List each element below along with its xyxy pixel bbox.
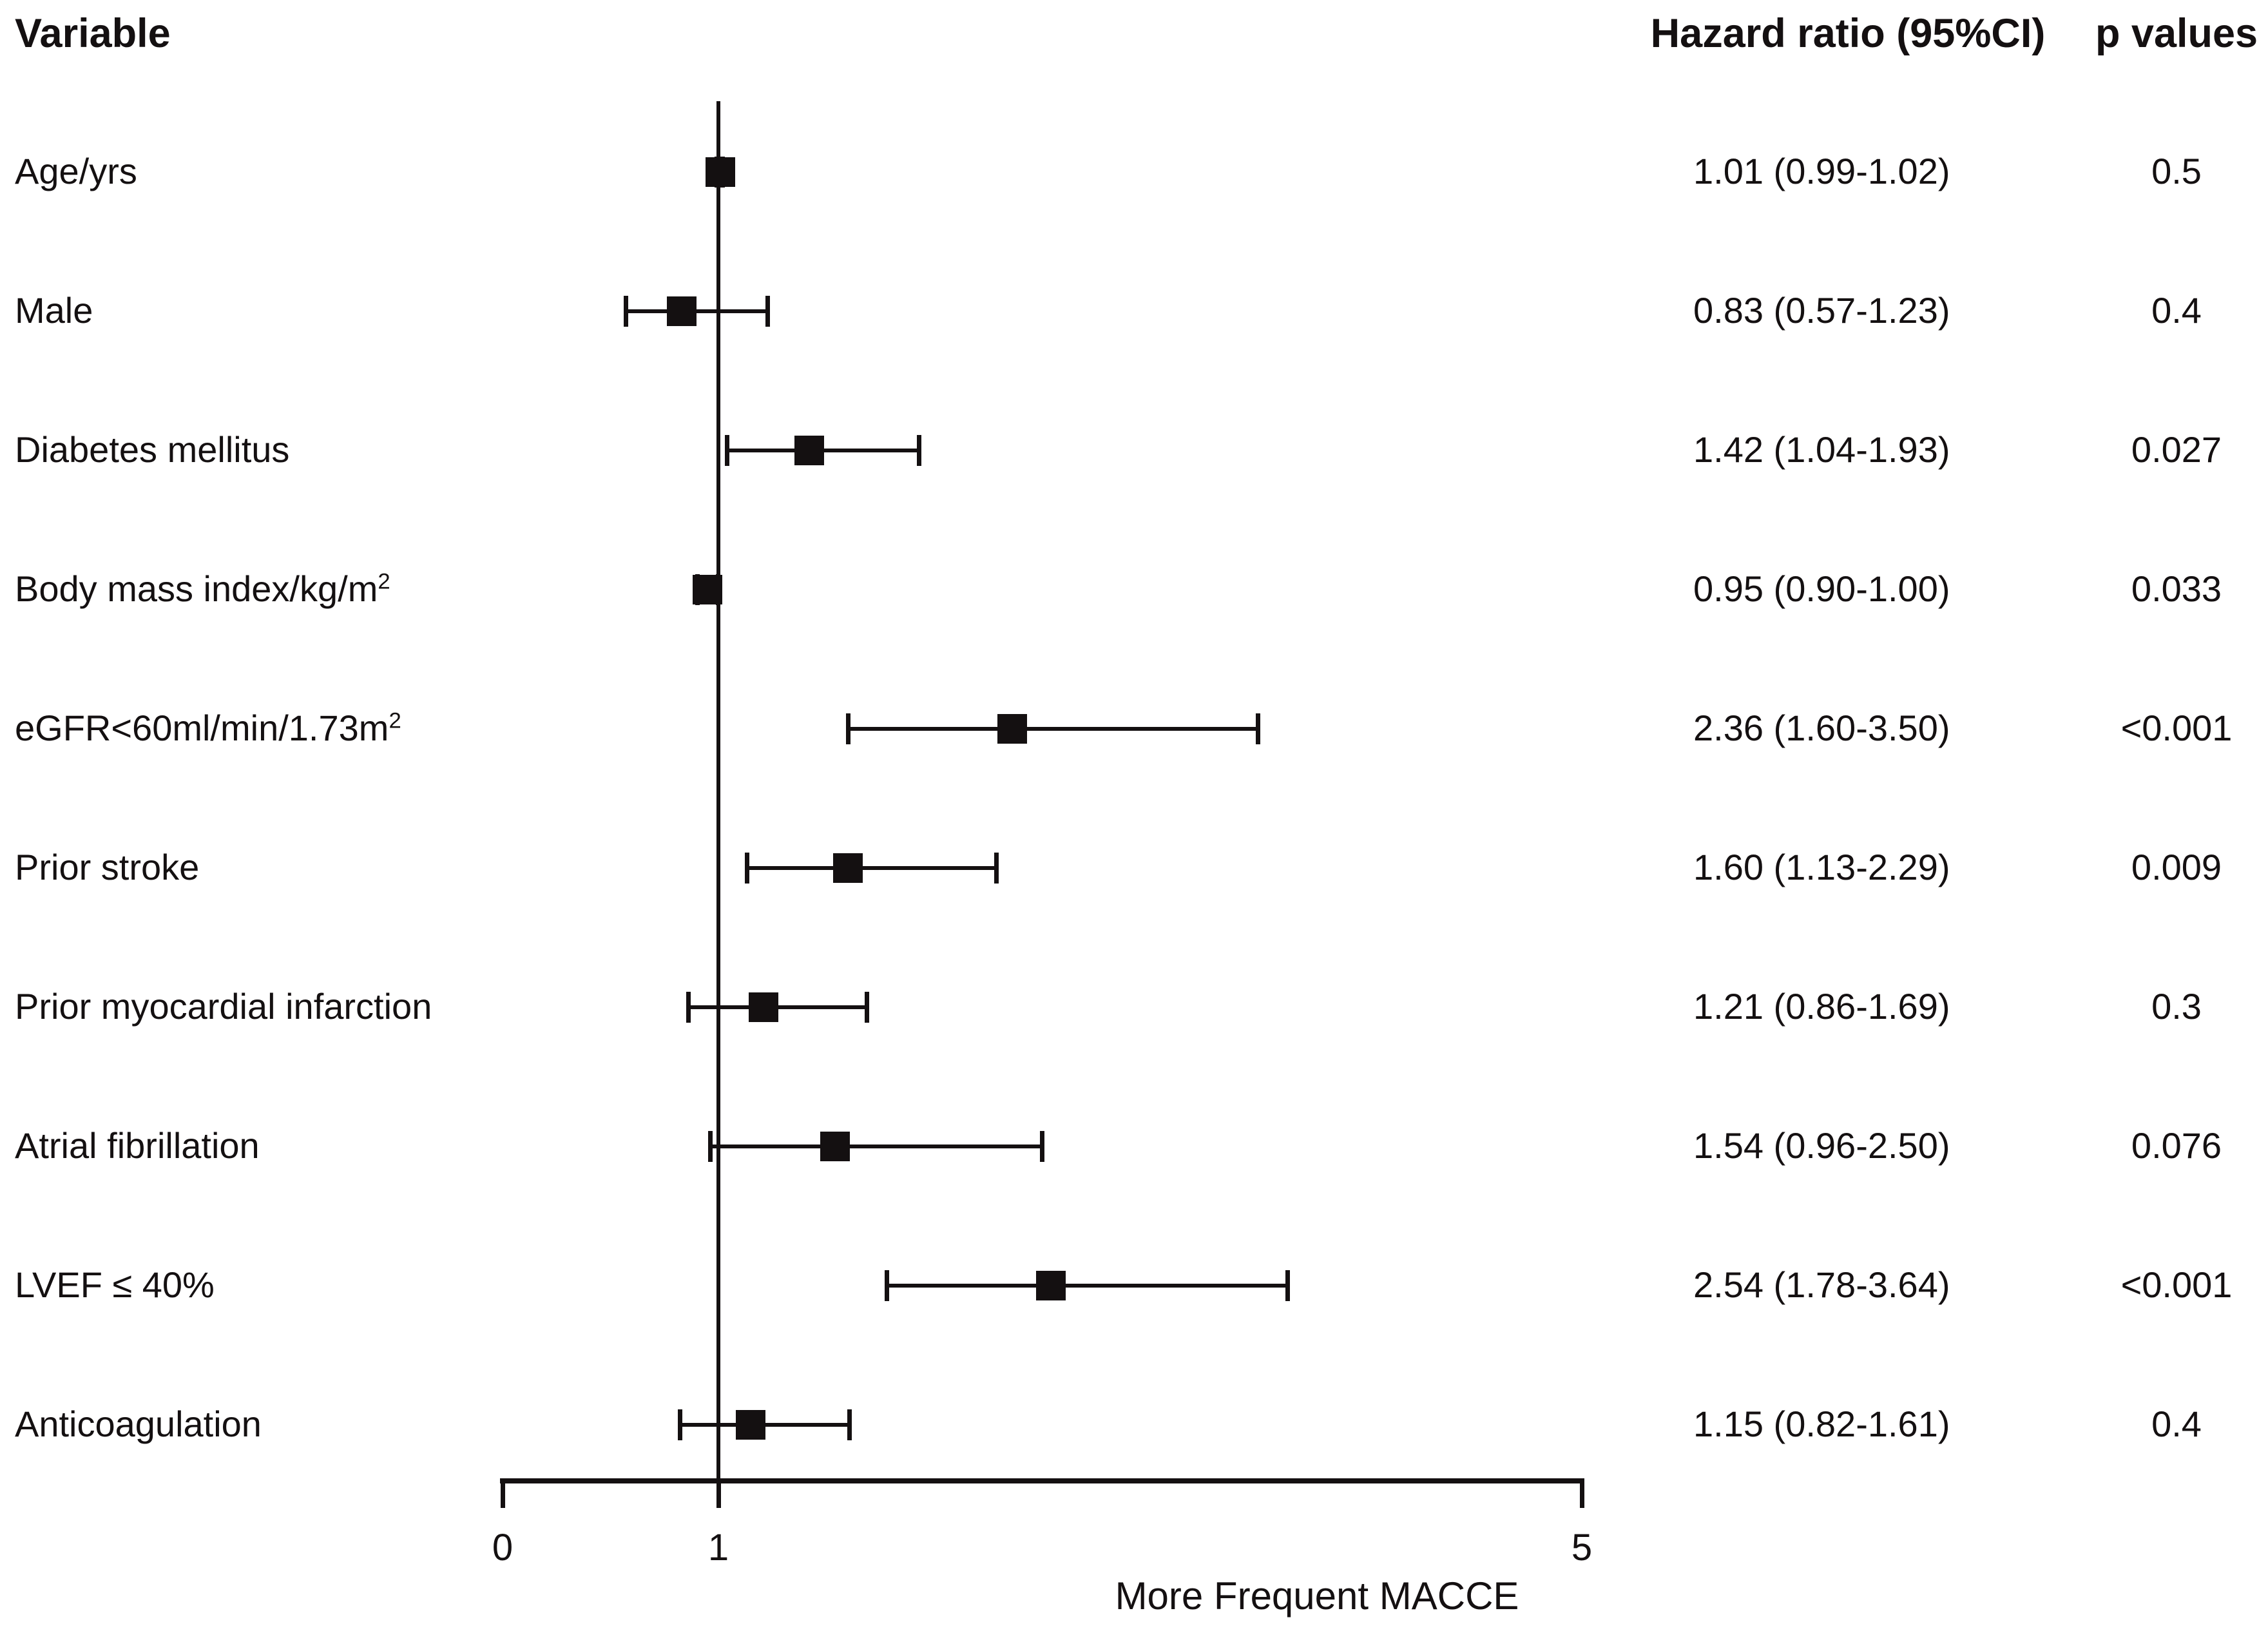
row-label: Prior stroke (15, 847, 200, 888)
hazard-ratio-square (736, 1410, 766, 1440)
hazard-ratio-value: 2.54 (1.78-3.64) (1693, 1264, 1950, 1306)
hazard-ratio-value: 1.54 (0.96-2.50) (1693, 1125, 1950, 1166)
ci-cap-left (677, 1409, 682, 1440)
x-axis-tick-label: 5 (1571, 1527, 1593, 1569)
row-label: Atrial fibrillation (15, 1125, 260, 1166)
p-value: 0.033 (2131, 568, 2222, 610)
hazard-ratio-value: 1.42 (1.04-1.93) (1693, 429, 1950, 470)
x-axis-tick-label: 1 (707, 1527, 729, 1569)
ci-cap-right (847, 1409, 852, 1440)
hazard-ratio-value: 1.15 (0.82-1.61) (1693, 1404, 1950, 1445)
hazard-ratio-square (706, 157, 736, 187)
superscript: 2 (389, 708, 401, 733)
ci-line (848, 727, 1258, 731)
ci-cap-left (744, 853, 749, 884)
ci-cap-right (765, 296, 771, 327)
ci-cap-left (725, 435, 730, 466)
p-value: 0.4 (2151, 290, 2202, 331)
row-label: Male (15, 290, 93, 331)
p-value: 0.009 (2131, 847, 2222, 888)
ci-cap-left (707, 1131, 713, 1162)
hazard-ratio-value: 0.95 (0.90-1.00) (1693, 568, 1950, 610)
hazard-ratio-value: 1.01 (0.99-1.02) (1693, 151, 1950, 192)
hazard-ratio-value: 1.21 (0.86-1.69) (1693, 986, 1950, 1027)
reference-line (716, 101, 720, 1478)
hazard-ratio-value: 1.60 (1.13-2.29) (1693, 847, 1950, 888)
ci-cap-right (1255, 713, 1260, 744)
ci-cap-right (916, 435, 921, 466)
ci-cap-right (1285, 1270, 1291, 1301)
x-axis-tick (1580, 1478, 1584, 1508)
p-value: 0.076 (2131, 1125, 2222, 1166)
hazard-ratio-square (820, 1132, 850, 1161)
row-label: eGFR<60ml/min/1.73m2 (15, 708, 401, 749)
x-axis-tick-label: 0 (492, 1527, 514, 1569)
hazard-ratio-square (1035, 1271, 1066, 1300)
x-axis-tick (501, 1478, 505, 1508)
hazard-ratio-square (667, 296, 697, 326)
ci-line (709, 1145, 1043, 1148)
column-header-variable: Variable (15, 11, 171, 56)
ci-cap-left (686, 992, 691, 1023)
p-value: 0.5 (2151, 151, 2202, 192)
ci-cap-right (865, 992, 870, 1023)
column-header-p-values: p values (2095, 11, 2258, 56)
hazard-ratio-square (693, 575, 723, 604)
hazard-ratio-square (794, 436, 824, 465)
ci-line (887, 1284, 1289, 1288)
hazard-ratio-value: 0.83 (0.57-1.23) (1693, 290, 1950, 331)
x-axis-tick (716, 1478, 721, 1508)
ci-cap-left (885, 1270, 890, 1301)
row-label: Diabetes mellitus (15, 429, 290, 470)
superscript: 2 (378, 569, 390, 594)
row-label: Body mass index/kg/m2 (15, 568, 390, 610)
hazard-ratio-square (833, 853, 863, 883)
hazard-ratio-square (749, 992, 779, 1022)
column-header-hazard-ratio: Hazard ratio (95%CI) (1650, 11, 2046, 56)
p-value: 0.027 (2131, 429, 2222, 470)
ci-cap-left (623, 296, 628, 327)
ci-cap-right (994, 853, 999, 884)
ci-line (746, 866, 997, 870)
row-label: Anticoagulation (15, 1404, 262, 1445)
ci-cap-right (1039, 1131, 1044, 1162)
x-axis-title: More Frequent MACCE (1115, 1574, 1519, 1618)
p-value: 0.3 (2151, 986, 2202, 1027)
row-label: LVEF ≤ 40% (15, 1264, 215, 1306)
row-label: Age/yrs (15, 151, 137, 192)
p-value: <0.001 (2120, 1264, 2233, 1306)
ci-cap-left (846, 713, 850, 744)
hazard-ratio-value: 2.36 (1.60-3.50) (1693, 708, 1950, 749)
p-value: 0.4 (2151, 1404, 2202, 1445)
row-label: Prior myocardial infarction (15, 986, 432, 1027)
x-axis-line (500, 1478, 1584, 1483)
p-value: <0.001 (2120, 708, 2233, 749)
hazard-ratio-square (997, 714, 1027, 744)
ci-line (625, 309, 769, 313)
